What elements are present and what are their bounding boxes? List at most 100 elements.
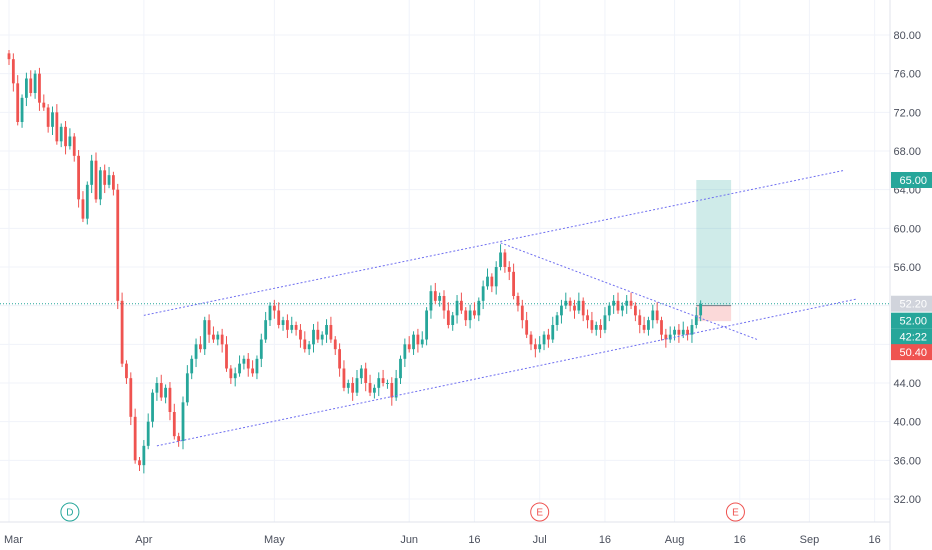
- price-tag-label: 42:22: [899, 332, 927, 344]
- event-marker-label: E: [732, 508, 739, 519]
- candle-body: [351, 383, 355, 393]
- candle-body: [625, 300, 629, 306]
- candle-body: [507, 267, 511, 272]
- candle-body: [116, 189, 120, 301]
- candle-body: [533, 344, 537, 350]
- event-marker-label: E: [536, 508, 543, 519]
- candle-body: [46, 107, 50, 127]
- candle-body: [647, 320, 650, 330]
- price-tick-label: 56.00: [893, 262, 921, 274]
- candle-body: [286, 320, 289, 330]
- candle-body: [547, 334, 550, 340]
- time-tick-label: 16: [468, 534, 480, 546]
- candle-body: [177, 436, 181, 441]
- time-tick-label: Aug: [665, 534, 685, 546]
- price-tick-label: 60.00: [893, 223, 921, 235]
- candle-body: [103, 170, 107, 185]
- candle-body: [425, 310, 428, 340]
- candle-body: [573, 305, 576, 311]
- candle-body: [229, 368, 233, 379]
- candle-body: [407, 344, 411, 350]
- candle-body: [342, 368, 346, 388]
- candle-body: [455, 300, 459, 316]
- candle-body: [233, 373, 237, 379]
- candle-body: [399, 358, 402, 379]
- price-tag: [891, 312, 932, 329]
- event-marker-circle: [530, 502, 550, 522]
- candle-body: [355, 378, 359, 393]
- channel-upper-trendline[interactable]: [143, 169, 845, 316]
- candle-body: [438, 296, 442, 301]
- candle-body: [225, 344, 228, 369]
- candle-body: [603, 315, 607, 330]
- candle-body: [138, 460, 141, 466]
- candle-body: [325, 325, 328, 335]
- candle-body: [33, 73, 37, 93]
- candle-body: [525, 320, 529, 335]
- target-zone[interactable]: [696, 180, 732, 306]
- long-position-tool[interactable]: [696, 180, 732, 322]
- candle-body: [616, 300, 620, 311]
- candle-body: [98, 170, 102, 200]
- candle-body: [638, 315, 642, 325]
- candle-body: [481, 286, 485, 301]
- candle-body: [673, 329, 676, 335]
- candle-body: [594, 325, 598, 330]
- candle-body: [7, 53, 11, 60]
- candle-body: [259, 339, 263, 359]
- candle-body: [290, 325, 294, 330]
- price-tag: [891, 295, 932, 312]
- time-tick-label: Sep: [800, 534, 820, 546]
- event-marker-circle: [60, 502, 80, 522]
- candlestick-series: [7, 49, 703, 474]
- candle-body: [199, 344, 202, 350]
- time-axis[interactable]: Mar Apr May Jun 16 Jul 16 Aug 16 Sep 16: [4, 534, 881, 546]
- time-tick-label: Mar: [4, 534, 23, 546]
- candle-body: [512, 271, 515, 296]
- trendlines[interactable]: [143, 169, 858, 447]
- candle-body: [146, 421, 150, 446]
- candle-body: [129, 378, 133, 417]
- candle-body: [68, 136, 72, 147]
- candle-body: [329, 325, 333, 340]
- candle-body: [620, 305, 624, 311]
- candle-body: [16, 83, 20, 122]
- candle-body: [551, 325, 555, 340]
- grid-lines: [0, 0, 890, 522]
- price-tick-label: 44.00: [893, 378, 921, 390]
- candle-body: [112, 175, 115, 190]
- candle-body: [373, 387, 376, 393]
- candle-body: [634, 305, 637, 316]
- descending-line-trendline[interactable]: [500, 242, 758, 340]
- candle-body: [586, 315, 589, 321]
- candle-body: [460, 300, 463, 311]
- price-tag-label: 52.20: [899, 299, 927, 311]
- candle-body: [90, 160, 94, 185]
- candle-body: [238, 363, 241, 374]
- candle-body: [473, 310, 476, 316]
- candle-body: [151, 392, 154, 422]
- candle-body: [338, 349, 341, 369]
- candle-body: [159, 383, 163, 398]
- stop-zone[interactable]: [696, 305, 732, 322]
- candle-body: [59, 126, 63, 142]
- candle-body: [107, 175, 111, 185]
- candle-body: [590, 320, 594, 330]
- price-axis[interactable]: 32.0036.0040.0044.0048.0052.0056.0060.00…: [893, 30, 921, 506]
- candle-body: [120, 300, 124, 364]
- candle-body: [686, 329, 689, 335]
- candle-body: [377, 378, 381, 388]
- event-marker-label: D: [66, 508, 73, 519]
- candle-body: [246, 358, 250, 369]
- candle-body: [433, 291, 437, 301]
- candle-body: [451, 315, 455, 325]
- candle-body: [490, 276, 494, 287]
- channel-lower-trendline[interactable]: [156, 298, 858, 447]
- candle-body: [220, 334, 224, 345]
- candle-body: [55, 112, 59, 142]
- time-tick-label: Jun: [400, 534, 418, 546]
- candle-body: [499, 252, 502, 267]
- candle-body: [660, 320, 663, 335]
- price-tick-label: 68.00: [893, 146, 921, 158]
